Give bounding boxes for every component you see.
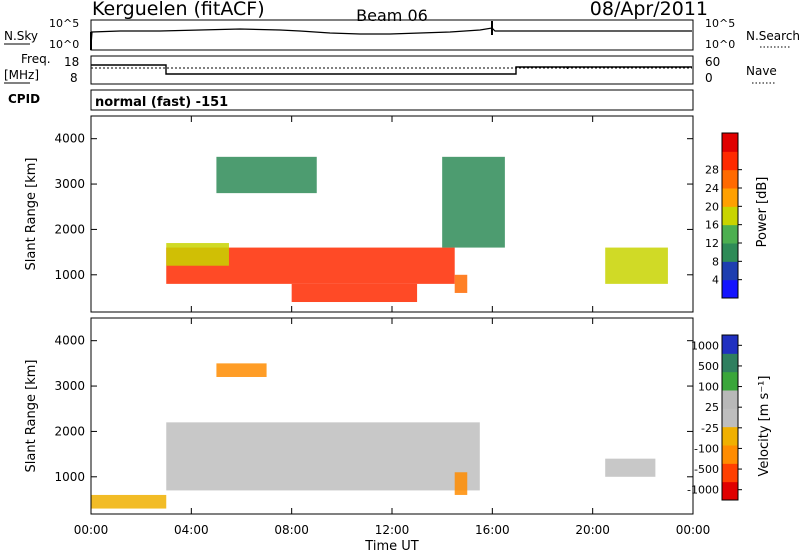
x-tick-4: 16:00 bbox=[475, 523, 510, 537]
power-region-6 bbox=[442, 156, 505, 248]
x-axis-label: Time UT bbox=[364, 539, 418, 554]
power-region-5 bbox=[216, 156, 317, 194]
velocity-marks bbox=[91, 363, 656, 509]
power-ytick-1: 2000 bbox=[54, 222, 85, 236]
station-title: Kerguelen (fitACF) bbox=[92, 0, 265, 20]
power-colorbar-tick-2: 12 bbox=[705, 237, 719, 250]
freq-label-2: [MHz] bbox=[4, 68, 39, 82]
power-marks bbox=[166, 156, 668, 303]
power-colorbar-cell-5 bbox=[722, 188, 738, 207]
velocity-colorbar-cell-6 bbox=[722, 371, 738, 391]
nsearch-tick-top: 10^5 bbox=[705, 17, 735, 30]
velocity-ytick-3: 4000 bbox=[54, 334, 85, 348]
velocity-region-0 bbox=[166, 422, 480, 491]
x-tick-0: 00:00 bbox=[74, 523, 109, 537]
power-colorbar-tick-5: 24 bbox=[705, 182, 719, 195]
power-ytick-3: 4000 bbox=[54, 132, 85, 146]
beam-title: Beam 06 bbox=[356, 6, 428, 25]
velocity-colorbar-cell-8 bbox=[722, 335, 738, 354]
power-colorbar-cell-6 bbox=[722, 169, 738, 189]
power-colorbar-tick-3: 16 bbox=[705, 219, 719, 232]
x-tick-6: 00:00 bbox=[676, 523, 711, 537]
velocity-region-3 bbox=[216, 363, 267, 377]
power-colorbar: 4 8 12 16 20 24 28 bbox=[705, 132, 742, 299]
freq-label-1: Freq. bbox=[21, 52, 51, 66]
power-colorbar-cell-8 bbox=[722, 133, 738, 152]
power-region-4 bbox=[605, 247, 668, 284]
power-colorbar-label: Power [dB] bbox=[755, 177, 770, 248]
nsky-tick-top: 10^5 bbox=[49, 17, 79, 30]
velocity-colorbar-tick-5: -100 bbox=[694, 442, 719, 455]
power-region-2 bbox=[454, 274, 468, 293]
nsky-panel: N.Sky 10^5 10^0 10^5 10^0 N.Search bbox=[4, 17, 800, 51]
freq-tick-top: 18 bbox=[64, 55, 79, 69]
velocity-colorbar: 1000 500 100 25 -25 -100 -500 -1000 bbox=[687, 334, 742, 501]
nsky-label: N.Sky bbox=[4, 29, 38, 43]
velocity-ytick-0: 1000 bbox=[54, 470, 85, 484]
freq-panel: ˇ Freq. [MHz] 18 8 60 0 Nave bbox=[4, 52, 777, 85]
velocity-colorbar-cell-5 bbox=[722, 390, 738, 409]
power-colorbar-tick-1: 8 bbox=[712, 255, 719, 268]
freq-tick-bottom: 8 bbox=[70, 71, 78, 85]
power-panel: 1000 2000 3000 4000 Slant Range [km] 4 8 12 16… bbox=[24, 115, 770, 313]
velocity-colorbar-cell-4 bbox=[722, 408, 738, 428]
power-ytick-0: 1000 bbox=[54, 268, 85, 282]
nave-tick-top: 60 bbox=[705, 55, 720, 69]
x-axis-ticks: 00:00 04:00 08:00 12:00 16:00 20:00 00:00 bbox=[74, 116, 711, 537]
x-tick-1: 04:00 bbox=[174, 523, 209, 537]
velocity-colorbar-label: Velocity [m s⁻¹] bbox=[757, 376, 772, 477]
freq-trace bbox=[91, 64, 692, 75]
velocity-colorbar-tick-7: -1000 bbox=[687, 484, 719, 497]
power-region-3 bbox=[166, 243, 229, 266]
nsearch-tick-bottom: 10^0 bbox=[705, 38, 735, 51]
velocity-panel: 1000 2000 3000 4000 Slant Range [km] 1000 50… bbox=[24, 317, 772, 515]
velocity-region-4 bbox=[91, 494, 167, 509]
velocity-colorbar-cell-3 bbox=[722, 426, 738, 446]
velocity-ytick-2: 3000 bbox=[54, 379, 85, 393]
velocity-y-ticks: 1000 2000 3000 4000 bbox=[54, 334, 693, 484]
velocity-colorbar-tick-0: 1000 bbox=[691, 339, 719, 352]
velocity-ylabel: Slant Range [km] bbox=[24, 360, 39, 473]
power-ylabel: Slant Range [km] bbox=[24, 158, 39, 271]
velocity-colorbar-cell-2 bbox=[722, 445, 738, 464]
nsearch-label: N.Search bbox=[746, 29, 800, 43]
power-colorbar-cell-2 bbox=[722, 243, 738, 262]
x-tick-2: 08:00 bbox=[274, 523, 309, 537]
power-colorbar-cell-0 bbox=[722, 279, 738, 299]
velocity-region-1 bbox=[605, 458, 656, 477]
power-region-1 bbox=[291, 283, 418, 303]
cpid-mode: normal (fast) -151 bbox=[95, 95, 228, 110]
power-colorbar-cell-7 bbox=[722, 151, 738, 171]
velocity-ytick-1: 2000 bbox=[54, 424, 85, 438]
velocity-colorbar-tick-1: 500 bbox=[698, 360, 719, 373]
power-ytick-2: 3000 bbox=[54, 177, 85, 191]
power-y-ticks: 1000 2000 3000 4000 bbox=[54, 132, 693, 282]
cpid-label: CPID bbox=[8, 92, 40, 106]
velocity-colorbar-tick-6: -500 bbox=[694, 463, 719, 476]
date-title: 08/Apr/2011 bbox=[590, 0, 708, 20]
nsky-trace bbox=[90, 27, 692, 47]
velocity-colorbar-tick-4: -25 bbox=[701, 422, 719, 435]
nave-tick-bottom: 0 bbox=[705, 71, 713, 85]
power-colorbar-tick-6: 28 bbox=[705, 164, 719, 177]
velocity-colorbar-cell-0 bbox=[722, 481, 738, 501]
power-colorbar-cell-1 bbox=[722, 261, 738, 281]
power-colorbar-tick-4: 20 bbox=[705, 200, 719, 213]
nave-label: Nave bbox=[746, 64, 777, 78]
velocity-colorbar-tick-3: 25 bbox=[705, 401, 719, 414]
power-colorbar-cell-4 bbox=[722, 206, 738, 226]
velocity-colorbar-tick-2: 100 bbox=[698, 381, 719, 394]
velocity-colorbar-cell-7 bbox=[722, 353, 738, 373]
nsky-tick-bottom: 10^0 bbox=[49, 38, 79, 51]
svg-text:ˇ: ˇ bbox=[565, 66, 570, 78]
velocity-region-2 bbox=[454, 472, 468, 495]
x-tick-3: 12:00 bbox=[375, 523, 410, 537]
x-tick-5: 20:00 bbox=[575, 523, 610, 537]
power-colorbar-cell-3 bbox=[722, 224, 738, 244]
cpid-panel: CPID normal (fast) -151 bbox=[8, 89, 694, 111]
velocity-colorbar-cell-1 bbox=[722, 463, 738, 483]
power-colorbar-tick-0: 4 bbox=[712, 274, 719, 287]
